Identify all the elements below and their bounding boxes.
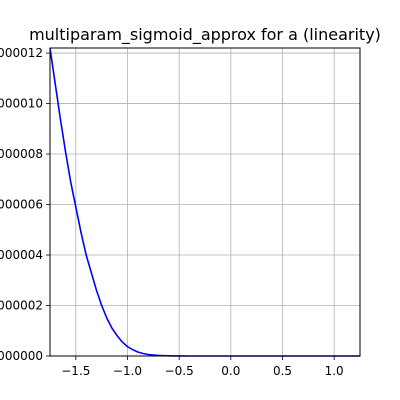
- series-line-0: [49, 47, 360, 357]
- x-tick-label: −1.0: [113, 364, 142, 378]
- x-tick-label: 1.0: [325, 364, 344, 378]
- plot-area-frame: [49, 47, 361, 357]
- series-layer: [49, 47, 360, 357]
- x-tick-label: −1.5: [61, 364, 90, 378]
- x-axis: −1.5 −1.0 −0.5 0.0 0.5 1.0: [61, 356, 344, 378]
- y-axis: 0.000000 0.000002 0.000004 0.000006 0.000008…: [0, 46, 50, 363]
- x-tick-label: 0.0: [221, 364, 240, 378]
- x-tick-label: 0.5: [273, 364, 292, 378]
- y-tick-label: 0.000000: [0, 349, 43, 363]
- y-tick-label: 0.000006: [0, 198, 43, 212]
- y-tick-label: 0.000008: [0, 147, 43, 161]
- chart-title: multiparam_sigmoid_approx for a (lineari…: [29, 25, 381, 45]
- y-tick-label: 0.000012: [0, 46, 43, 60]
- y-tick-label: 0.000010: [0, 97, 43, 111]
- y-tick-label: 0.000004: [0, 248, 43, 262]
- y-tick-label: 0.000002: [0, 299, 43, 313]
- grid: [50, 48, 360, 357]
- x-tick-label: −0.5: [165, 364, 194, 378]
